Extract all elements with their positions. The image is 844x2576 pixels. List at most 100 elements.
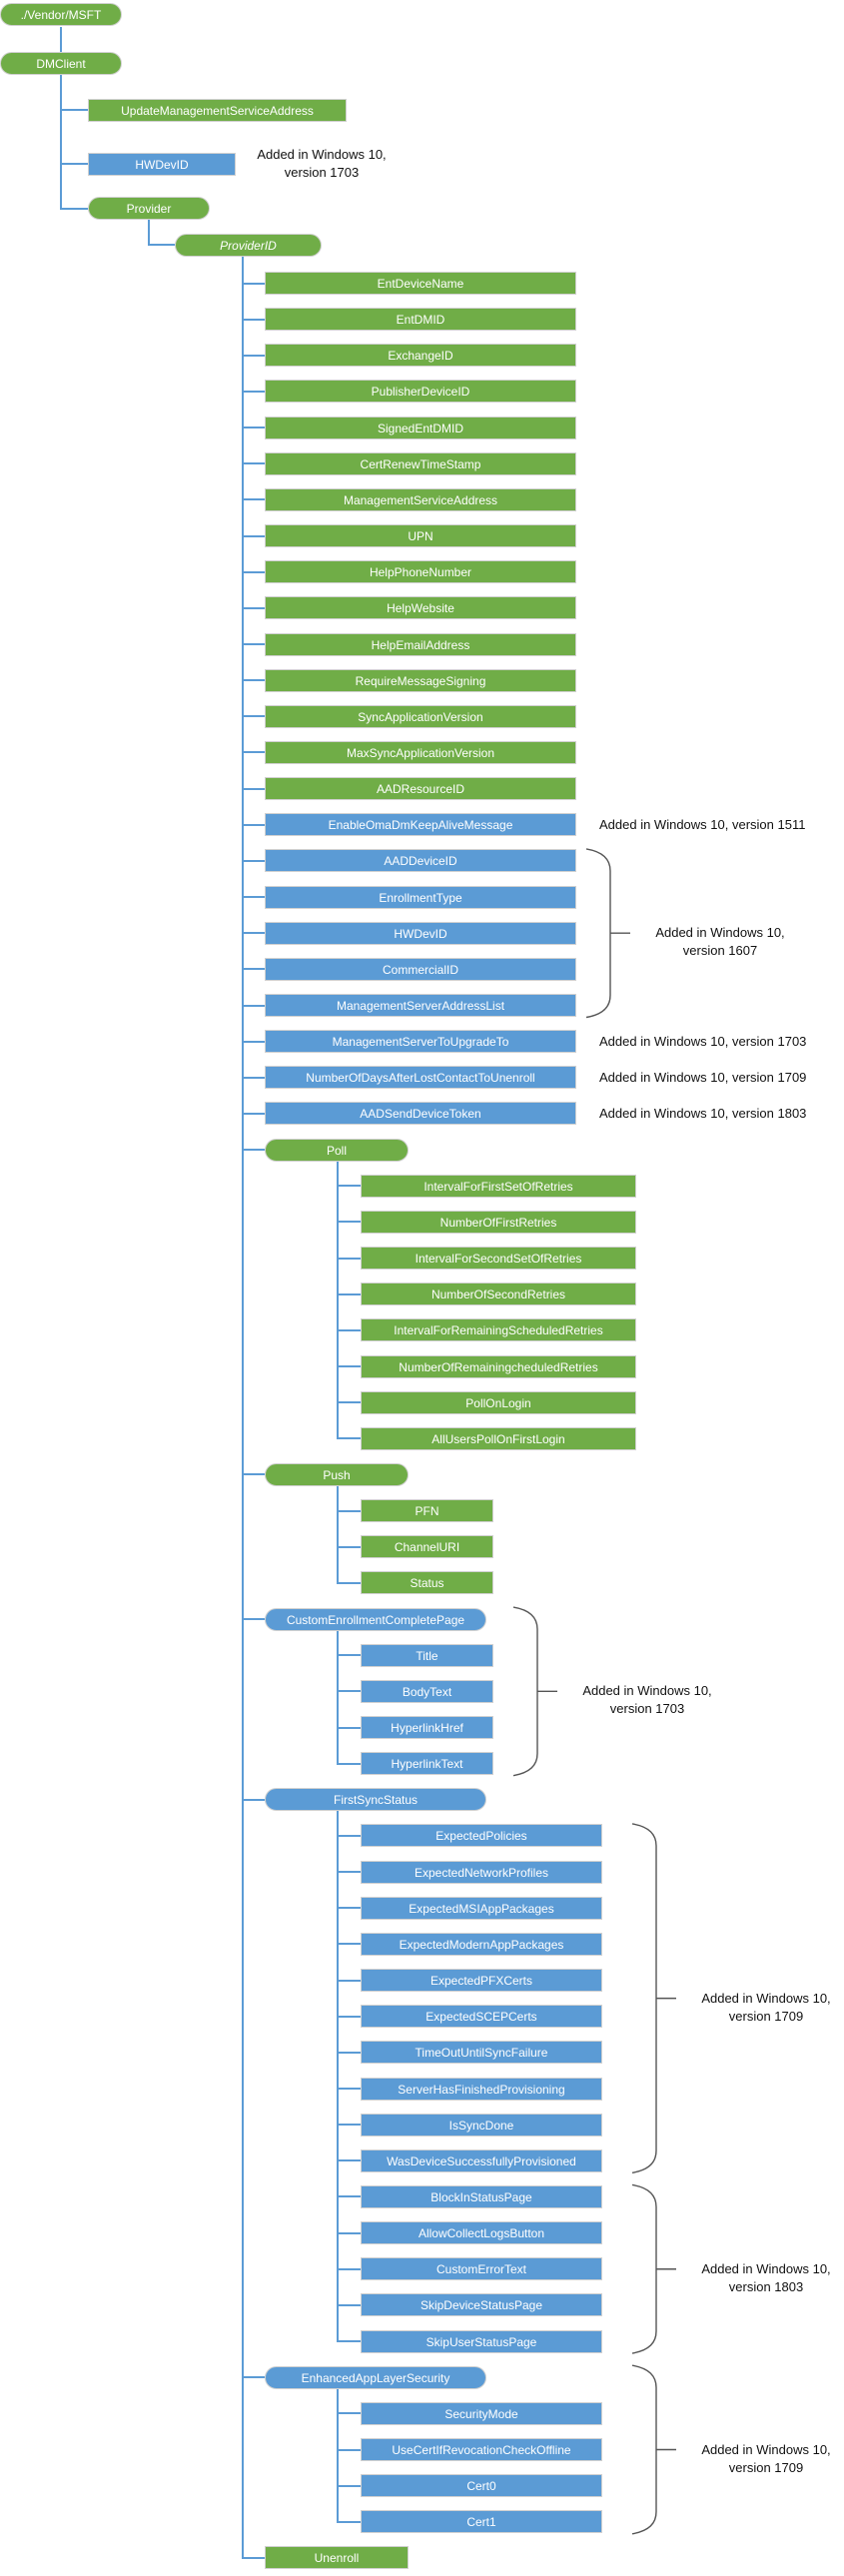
node-interval-for-second-set-of-retries[interactable]: IntervalForSecondSetOfRetries: [361, 1247, 636, 1271]
node-channel-uri[interactable]: ChannelURI: [361, 1535, 493, 1559]
node-cert-renew-time-stamp[interactable]: CertRenewTimeStamp: [265, 451, 576, 475]
node-expected-msiapp-packages[interactable]: ExpectedMSIAppPackages: [361, 1896, 602, 1920]
node-enhanced-app-layer-security[interactable]: EnhancedAppLayerSecurity: [265, 2365, 486, 2389]
node-upn[interactable]: UPN: [265, 524, 576, 548]
node-vendor-msft[interactable]: ./Vendor/MSFT: [0, 3, 122, 26]
node-update-management-service-address[interactable]: UpdateManagementServiceAddress: [88, 99, 347, 122]
node-is-sync-done[interactable]: IsSyncDone: [361, 2113, 602, 2137]
connector-line: [337, 2412, 361, 2415]
node-provider[interactable]: Provider: [88, 197, 210, 220]
node-help-email-address[interactable]: HelpEmailAddress: [265, 632, 576, 656]
node-skip-user-status-page[interactable]: SkipUserStatusPage: [361, 2329, 602, 2353]
node-time-out-until-sync-failure[interactable]: TimeOutUntilSyncFailure: [361, 2041, 602, 2065]
node-custom-enrollment-complete-page[interactable]: CustomEnrollmentCompletePage: [265, 1607, 486, 1631]
node-number-of-days-after-lost-contact-to-unenroll[interactable]: NumberOfDaysAfterLostContactToUnenroll: [265, 1066, 576, 1090]
node-help-website[interactable]: HelpWebsite: [265, 596, 576, 620]
node-cert1[interactable]: Cert1: [361, 2510, 602, 2534]
version-note-line: Added in Windows 10,: [701, 2260, 831, 2276]
node-aadsend-device-token[interactable]: AADSendDeviceToken: [265, 1102, 576, 1126]
node-number-of-second-retries[interactable]: NumberOfSecondRetries: [361, 1283, 636, 1306]
node-push[interactable]: Push: [265, 1462, 409, 1486]
node-hyperlink-href[interactable]: HyperlinkHref: [361, 1716, 493, 1739]
node-was-device-successfully-provisioned[interactable]: WasDeviceSuccessfullyProvisioned: [361, 2148, 602, 2172]
node-server-has-finished-provisioning[interactable]: ServerHasFinishedProvisioning: [361, 2077, 602, 2101]
connector-line: [337, 1979, 361, 1982]
connector-line: [242, 318, 265, 321]
version-note: Added in Windows 10, version 1703: [599, 1033, 807, 1049]
version-note: Added in Windows 10, version 1607: [655, 924, 784, 960]
node-enrollment-type[interactable]: EnrollmentType: [265, 885, 576, 909]
node-title[interactable]: Title: [361, 1643, 493, 1667]
version-note-line: version 1803: [728, 2278, 804, 2294]
node-providerid[interactable]: ProviderID: [175, 234, 322, 257]
node-first-sync-status[interactable]: FirstSyncStatus: [265, 1788, 486, 1812]
node-max-sync-application-version[interactable]: MaxSyncApplicationVersion: [265, 740, 576, 764]
node-hwdevid[interactable]: HWDevID: [88, 153, 236, 176]
connector-line: [337, 2340, 361, 2343]
node-custom-error-text[interactable]: CustomErrorText: [361, 2257, 602, 2281]
node-expected-pfxcerts[interactable]: ExpectedPFXCerts: [361, 1969, 602, 1993]
connector-line: [242, 498, 265, 501]
node-help-phone-number[interactable]: HelpPhoneNumber: [265, 560, 576, 584]
node-sync-application-version[interactable]: SyncApplicationVersion: [265, 704, 576, 728]
version-note-line: version 1607: [682, 943, 758, 959]
node-dmclient[interactable]: DMClient: [0, 52, 122, 75]
connector-line: [242, 1040, 265, 1043]
node-status[interactable]: Status: [361, 1571, 493, 1595]
node-number-of-remainingcheduled-retries[interactable]: NumberOfRemainingcheduledRetries: [361, 1354, 636, 1378]
node-expected-network-profiles[interactable]: ExpectedNetworkProfiles: [361, 1860, 602, 1884]
node-publisher-device-id[interactable]: PublisherDeviceID: [265, 380, 576, 404]
connector-line: [337, 2388, 339, 2523]
node-aaddevice-id[interactable]: AADDeviceID: [265, 849, 576, 873]
node-enable-oma-dm-keep-alive-message[interactable]: EnableOmaDmKeepAliveMessage: [265, 813, 576, 837]
node-poll-on-login[interactable]: PollOnLogin: [361, 1390, 636, 1414]
connector-line: [337, 1328, 361, 1331]
connector-line: [337, 1292, 361, 1295]
version-note: Added in Windows 10, version 1709: [701, 2441, 830, 2477]
node-cert0[interactable]: Cert0: [361, 2474, 602, 2498]
connector-line: [242, 751, 265, 754]
node-all-users-poll-on-first-login[interactable]: AllUsersPollOnFirstLogin: [361, 1426, 636, 1450]
curly-bracket: [585, 848, 630, 1019]
node-poll[interactable]: Poll: [265, 1138, 409, 1162]
node-management-server-address-list[interactable]: ManagementServerAddressList: [265, 994, 576, 1017]
node-unenroll[interactable]: Unenroll: [265, 2546, 409, 2570]
node-hyperlink-text[interactable]: HyperlinkText: [361, 1752, 493, 1776]
connector-line: [60, 75, 62, 209]
node-skip-device-status-page[interactable]: SkipDeviceStatusPage: [361, 2293, 602, 2317]
node-expected-scepcerts[interactable]: ExpectedSCEPCerts: [361, 2005, 602, 2029]
node-exchange-id[interactable]: ExchangeID: [265, 344, 576, 368]
connector-line: [60, 208, 88, 210]
node-management-server-to-upgrade-to[interactable]: ManagementServerToUpgradeTo: [265, 1030, 576, 1054]
node-expected-policies[interactable]: ExpectedPolicies: [361, 1824, 602, 1848]
connector-line: [337, 2051, 361, 2054]
node-signed-ent-dmid[interactable]: SignedEntDMID: [265, 416, 576, 439]
node-require-message-signing[interactable]: RequireMessageSigning: [265, 668, 576, 692]
version-note-line: version 1709: [728, 2459, 804, 2475]
node-interval-for-remaining-scheduled-retries[interactable]: IntervalForRemainingScheduledRetries: [361, 1318, 636, 1342]
node-pfn[interactable]: PFN: [361, 1499, 493, 1523]
connector-line: [242, 2376, 265, 2379]
version-note: Added in Windows 10, version 1709: [701, 1990, 830, 2026]
connector-line: [337, 1690, 361, 1693]
node-management-service-address[interactable]: ManagementServiceAddress: [265, 487, 576, 511]
node-commercial-id[interactable]: CommercialID: [265, 957, 576, 981]
connector-line: [242, 1149, 265, 1152]
connector-line: [337, 1401, 361, 1404]
node-ent-dmid[interactable]: EntDMID: [265, 308, 576, 332]
node-hwdev-id[interactable]: HWDevID: [265, 921, 576, 945]
node-use-cert-if-revocation-check-offline[interactable]: UseCertIfRevocationCheckOffline: [361, 2438, 602, 2461]
node-number-of-first-retries[interactable]: NumberOfFirstRetries: [361, 1210, 636, 1234]
node-block-in-status-page[interactable]: BlockInStatusPage: [361, 2184, 602, 2208]
node-aadresource-id[interactable]: AADResourceID: [265, 777, 576, 801]
node-interval-for-first-set-of-retries[interactable]: IntervalForFirstSetOfRetries: [361, 1174, 636, 1198]
version-note: Added in Windows 10, version 1511: [599, 816, 806, 832]
node-ent-device-name[interactable]: EntDeviceName: [265, 272, 576, 295]
connector-line: [148, 220, 150, 246]
node-allow-collect-logs-button[interactable]: AllowCollectLogsButton: [361, 2221, 602, 2245]
version-note: Added in Windows 10, version 1709: [599, 1069, 807, 1085]
connector-line: [337, 1630, 339, 1765]
node-body-text[interactable]: BodyText: [361, 1679, 493, 1703]
node-expected-modern-app-packages[interactable]: ExpectedModernAppPackages: [361, 1932, 602, 1956]
node-security-mode[interactable]: SecurityMode: [361, 2401, 602, 2425]
